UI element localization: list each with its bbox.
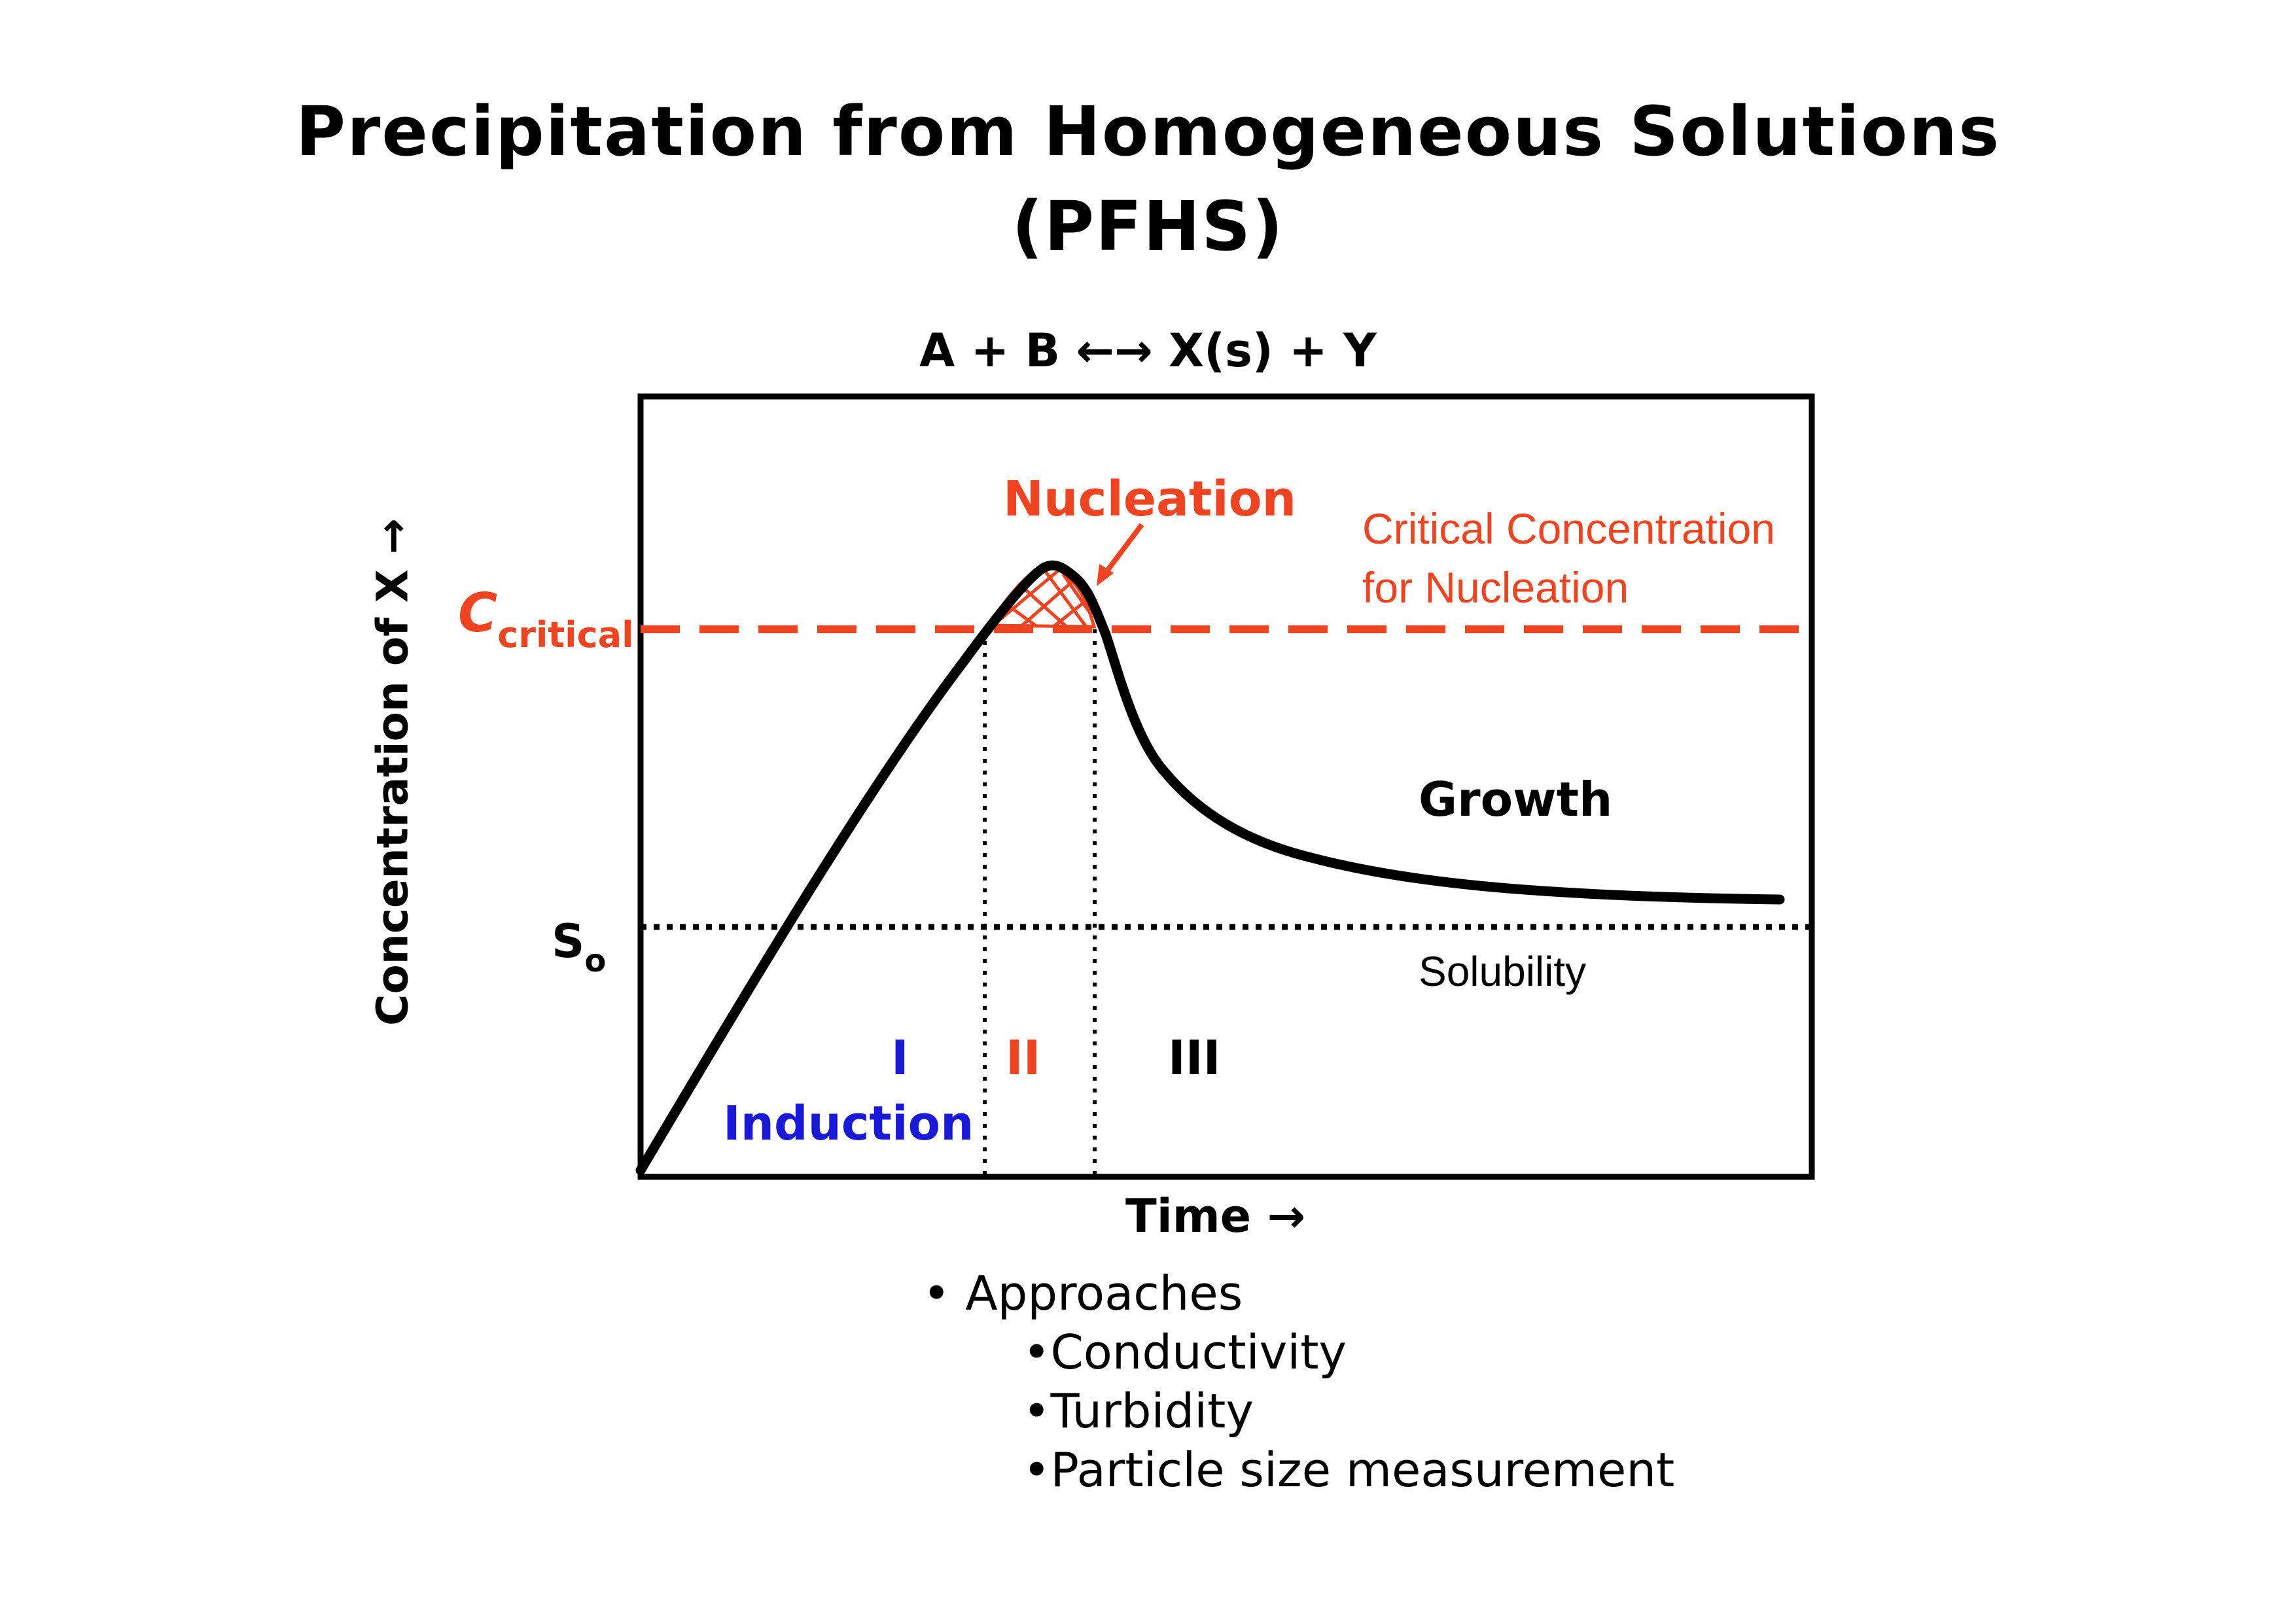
region-3-label: III bbox=[1168, 1030, 1221, 1085]
slide-title-line2: (PFHS) bbox=[1012, 186, 1284, 266]
induction-label: Induction bbox=[723, 1096, 974, 1151]
nucleation-label: Nucleation bbox=[1003, 471, 1297, 527]
y-axis-label: Concentration of X → bbox=[367, 518, 418, 1026]
c-critical-label: Ccritical bbox=[458, 582, 634, 655]
critical-concentration-label-line1: Critical Concentration bbox=[1362, 504, 1775, 553]
approach-item: •Turbidity bbox=[1023, 1384, 1254, 1439]
c-critical-main: C bbox=[458, 582, 498, 644]
approach-item: •Conductivity bbox=[1023, 1325, 1347, 1380]
s0-label: So bbox=[552, 915, 606, 979]
region-1-label: I bbox=[891, 1030, 909, 1085]
solubility-label: Solubility bbox=[1419, 948, 1587, 995]
concentration-curve bbox=[635, 560, 1785, 1176]
s0-sub: o bbox=[584, 943, 607, 979]
plot-frame bbox=[637, 393, 1815, 1180]
c-critical-sub: critical bbox=[497, 614, 634, 655]
approaches-heading: • Approaches bbox=[923, 1266, 1243, 1321]
s0-main: S bbox=[552, 915, 585, 968]
approach-item: •Particle size measurement bbox=[1023, 1442, 1675, 1497]
nucleation-arrowhead bbox=[1097, 564, 1114, 586]
region-2-label: II bbox=[1006, 1030, 1041, 1085]
nucleation-arrow bbox=[1102, 523, 1144, 576]
slide-title-line1: Precipitation from Homogeneous Solutions bbox=[295, 92, 2001, 171]
growth-label: Growth bbox=[1419, 772, 1613, 827]
reaction-equation: A + B ←→ X(s) + Y bbox=[919, 324, 1377, 377]
x-axis-label: Time → bbox=[1125, 1189, 1306, 1243]
critical-concentration-label-line2: for Nucleation bbox=[1362, 563, 1629, 612]
